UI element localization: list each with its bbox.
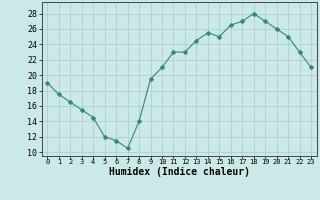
X-axis label: Humidex (Indice chaleur): Humidex (Indice chaleur) (109, 167, 250, 177)
